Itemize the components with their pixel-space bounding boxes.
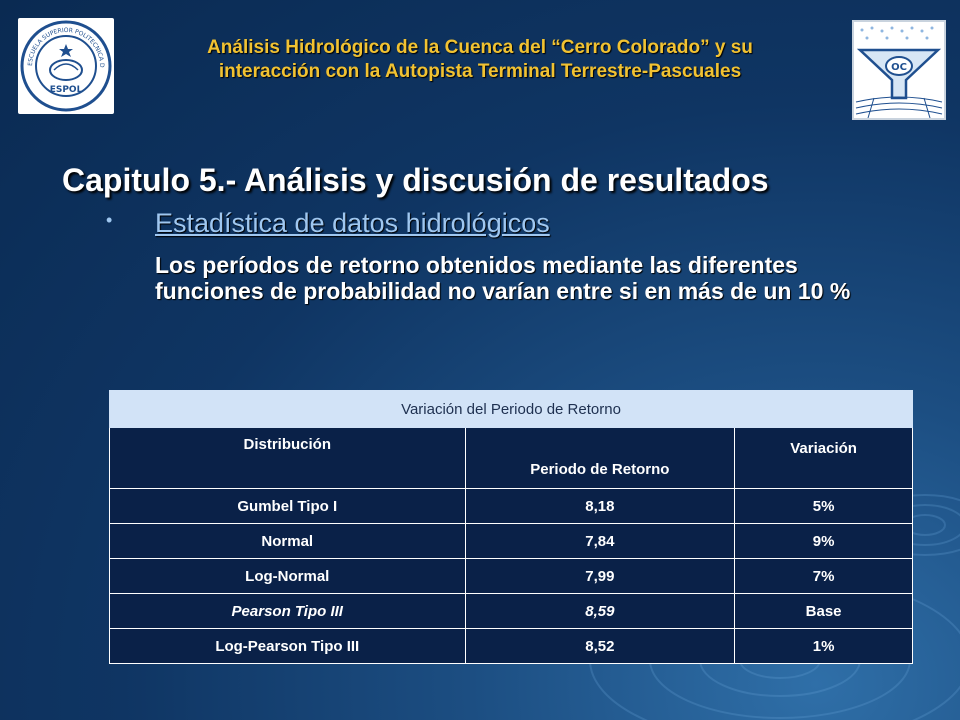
table-caption: Variación del Periodo de Retorno (109, 390, 913, 428)
table-row: Normal 7,84 9% (109, 523, 913, 559)
presentation-header: Análisis Hidrológico de la Cuenca del “C… (130, 36, 830, 84)
table-row: Gumbel Tipo I 8,18 5% (109, 488, 913, 524)
header-periodo: Periodo de Retorno (464, 427, 736, 489)
cell-periodo: 8,52 (464, 628, 736, 664)
cell-periodo: 7,99 (464, 558, 736, 594)
cell-variacion: 9% (734, 523, 913, 559)
header-line-1: Análisis Hidrológico de la Cuenca del “C… (207, 37, 753, 58)
svg-text:ESPOL: ESPOL (50, 85, 83, 95)
cell-variacion: 1% (734, 628, 913, 664)
cell-variacion: 7% (734, 558, 913, 594)
chapter-title: Capitulo 5.- Análisis y discusión de res… (62, 162, 769, 198)
return-period-table: Variación del Periodo de Retorno Distrib… (109, 390, 913, 664)
cell-periodo: 8,59 (464, 593, 736, 629)
table-row: Log-Normal 7,99 7% (109, 558, 913, 594)
svg-text:OC: OC (891, 62, 907, 73)
cell-variacion: 5% (734, 488, 913, 524)
cell-distribucion: Log-Normal (109, 558, 466, 594)
cell-distribucion: Log-Pearson Tipo III (109, 628, 466, 664)
subtitle-link[interactable]: Estadística de datos hidrológicos (155, 208, 550, 238)
cell-distribucion: Gumbel Tipo I (109, 488, 466, 524)
table-row-base: Pearson Tipo III 8,59 Base (109, 593, 913, 629)
cell-distribucion: Pearson Tipo III (109, 593, 466, 629)
table-row: Log-Pearson Tipo III 8,52 1% (109, 628, 913, 664)
cell-distribucion: Normal (109, 523, 466, 559)
header-distribucion: Distribución (109, 427, 466, 489)
funnel-logo: OC (852, 20, 946, 120)
espol-logo: ESCUELA SUPERIOR POLITECNICA DEL LITORAL… (15, 13, 114, 114)
cell-periodo: 7,84 (464, 523, 736, 559)
header-line-2: interacción con la Autopista Terminal Te… (218, 61, 742, 82)
body-paragraph: Los períodos de retorno obtenidos median… (155, 252, 851, 304)
cell-periodo: 8,18 (464, 488, 736, 524)
bullet-icon: • (106, 210, 113, 230)
header-variacion: Variación (734, 427, 913, 489)
cell-variacion: Base (734, 593, 913, 629)
